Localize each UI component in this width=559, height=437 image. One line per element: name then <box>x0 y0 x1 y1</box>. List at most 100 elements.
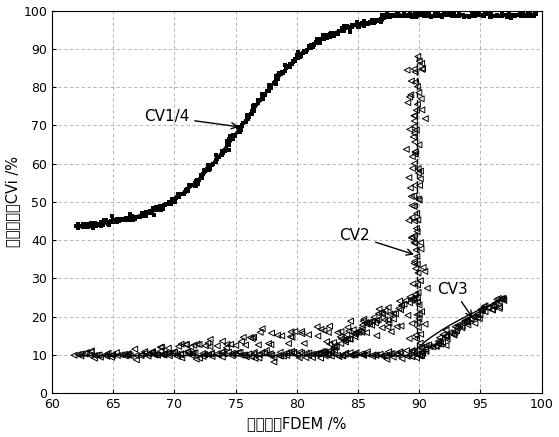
Point <box>131 216 140 223</box>
Point <box>412 225 421 232</box>
Point <box>342 331 351 338</box>
Point <box>311 350 320 357</box>
Point <box>412 107 421 114</box>
Point <box>225 141 234 148</box>
Point <box>117 217 126 224</box>
Point <box>418 349 427 356</box>
Point <box>485 14 494 21</box>
Point <box>255 329 264 336</box>
Point <box>409 192 418 199</box>
Point <box>361 20 370 27</box>
Point <box>157 206 165 213</box>
Point <box>107 219 116 226</box>
Point <box>368 318 377 325</box>
Point <box>371 17 380 24</box>
Point <box>472 311 481 318</box>
Point <box>87 219 96 226</box>
Point <box>365 319 374 326</box>
Point <box>413 83 422 90</box>
Point <box>318 36 327 43</box>
Point <box>398 12 407 19</box>
Point <box>78 220 87 227</box>
Point <box>320 349 329 356</box>
Point <box>84 223 93 230</box>
Point <box>348 351 357 358</box>
Point <box>335 333 344 340</box>
Point <box>287 60 296 67</box>
Point <box>367 322 376 329</box>
Point <box>130 346 139 353</box>
Point <box>392 350 401 357</box>
Point <box>126 216 135 223</box>
Point <box>187 352 196 359</box>
Point <box>132 352 141 359</box>
Point <box>415 58 424 65</box>
Point <box>238 120 247 127</box>
Point <box>368 20 377 27</box>
Point <box>193 177 202 184</box>
Point <box>345 24 354 31</box>
Point <box>421 346 430 353</box>
Point <box>498 10 507 17</box>
Point <box>360 17 369 24</box>
Point <box>156 203 165 210</box>
Point <box>97 222 106 229</box>
Point <box>315 39 324 46</box>
Point <box>432 342 440 349</box>
Point <box>508 12 517 19</box>
Point <box>230 131 239 138</box>
Point <box>347 352 356 359</box>
Point <box>495 298 504 305</box>
Point <box>346 25 355 32</box>
Point <box>190 180 199 187</box>
Point <box>309 43 318 50</box>
Point <box>274 70 283 77</box>
Point <box>307 42 316 49</box>
Point <box>176 351 185 358</box>
Point <box>337 328 345 335</box>
Point <box>376 18 385 25</box>
Point <box>392 323 401 330</box>
Point <box>151 351 160 358</box>
Point <box>320 327 329 334</box>
Point <box>423 285 432 292</box>
Point <box>438 339 447 346</box>
Point <box>376 17 385 24</box>
Point <box>157 343 166 350</box>
Point <box>213 156 222 163</box>
Point <box>435 334 444 341</box>
Point <box>368 351 377 358</box>
Point <box>145 210 154 217</box>
Point <box>168 350 177 357</box>
Point <box>410 295 419 302</box>
Point <box>367 17 376 24</box>
Point <box>176 350 185 357</box>
Point <box>418 345 427 352</box>
Point <box>120 217 129 224</box>
Point <box>103 350 112 357</box>
Point <box>301 47 310 54</box>
Point <box>429 13 438 20</box>
Point <box>184 182 193 189</box>
Point <box>126 210 135 217</box>
Point <box>409 112 418 119</box>
Point <box>425 11 434 18</box>
Point <box>249 350 258 357</box>
Point <box>150 351 159 358</box>
Point <box>404 217 413 224</box>
Point <box>334 29 343 36</box>
Point <box>334 31 343 38</box>
Point <box>303 46 312 53</box>
Point <box>113 219 122 226</box>
Point <box>155 205 164 212</box>
Point <box>442 333 451 340</box>
Point <box>173 351 182 358</box>
Point <box>334 353 343 360</box>
Point <box>410 260 419 267</box>
Point <box>444 11 453 18</box>
Point <box>247 111 256 118</box>
Point <box>350 331 359 338</box>
Point <box>131 214 140 221</box>
Point <box>476 11 485 18</box>
Point <box>397 355 406 362</box>
